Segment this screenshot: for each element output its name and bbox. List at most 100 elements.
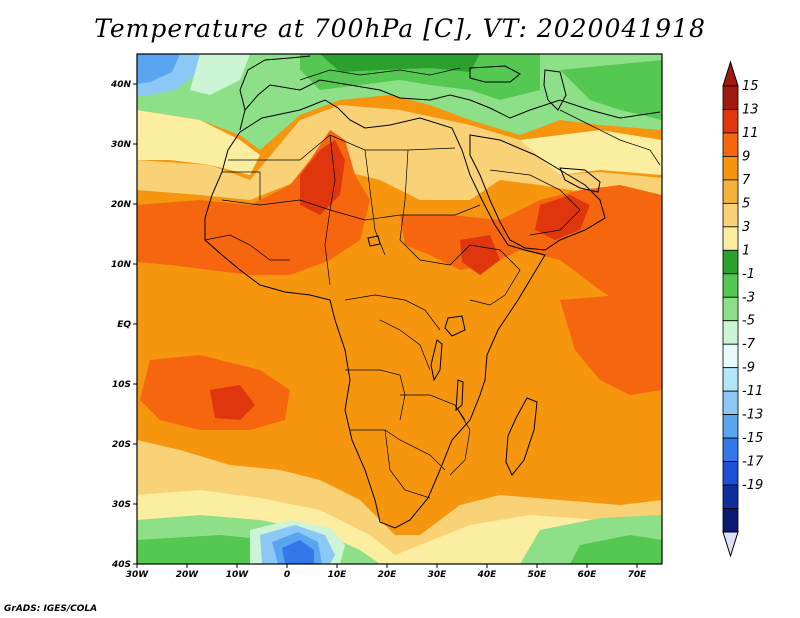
border-ethiopia — [469, 244, 521, 306]
europe-coastline — [239, 79, 661, 131]
border-congo — [344, 294, 441, 331]
colorbar-label: -7 — [742, 337, 756, 352]
lat-tick-label: 10S — [112, 380, 131, 390]
lat-tick-label: EQ — [117, 320, 131, 330]
lon-tick-label: 20E — [378, 570, 398, 580]
colorbar-swatch — [722, 320, 739, 345]
border-mozambique — [449, 404, 471, 476]
colorbar-swatch — [722, 414, 739, 439]
border-sahel — [221, 199, 481, 221]
border-zambia — [400, 394, 466, 421]
field-shading — [137, 54, 662, 564]
lat-tick-label: 40N — [110, 80, 132, 90]
colorbar-over-arrow — [722, 60, 739, 87]
border-angola — [345, 369, 406, 421]
lon-tick-label: 40E — [477, 570, 498, 580]
lon-tick-label: 10E — [328, 570, 348, 580]
colorbar-swatch — [722, 132, 739, 157]
border-europe — [299, 67, 461, 81]
border-sudan — [399, 149, 471, 266]
lon-tick-label: 50E — [528, 570, 548, 580]
lat-tick-label: 40S — [111, 560, 131, 570]
border-iran — [559, 109, 661, 166]
black-sea-coastline — [469, 65, 521, 83]
border-central — [379, 319, 431, 371]
colorbar-swatch — [722, 390, 739, 416]
border-chad — [364, 149, 386, 256]
madagascar-coastline — [505, 397, 538, 476]
colorbar-swatch — [722, 156, 739, 181]
colorbar-swatch — [722, 202, 739, 228]
colorbar-swatch — [722, 109, 739, 134]
colorbar-label: -17 — [742, 455, 764, 470]
colorbar-swatch — [722, 296, 739, 322]
lon-tick-label: 30E — [428, 570, 448, 580]
coastlines — [204, 55, 661, 529]
field-hot-southatlantic-core — [210, 385, 255, 420]
grads-credit: GrADS: IGES/COLA — [4, 604, 98, 614]
caspian-coastline — [543, 69, 567, 111]
longitude-ticks: 30W 20W 10W 0 10E 20E 30E 40E 50E 60E 70E — [126, 564, 647, 580]
colorbar-label: -9 — [742, 361, 755, 376]
colorbar-label: 7 — [742, 173, 751, 188]
field-southeast-green-dark — [570, 535, 662, 564]
field-arabia-pale — [520, 130, 662, 175]
europe-north-coastline — [239, 55, 311, 111]
lon-tick-label: 60E — [578, 570, 598, 580]
colorbar-swatch — [722, 273, 739, 298]
field-north-band-dark2 — [320, 54, 480, 72]
field-hot-east — [400, 185, 662, 310]
colorbar-swatch — [722, 249, 739, 275]
colorbar-swatch — [722, 437, 739, 462]
persian-gulf — [559, 167, 601, 193]
field-northwest-cold-core — [137, 54, 180, 84]
colorbar-swatch — [722, 179, 739, 204]
border-namibia — [350, 429, 446, 471]
lon-tick-label: 0 — [284, 570, 290, 580]
colorbar-label: 1 — [742, 243, 750, 258]
colorbar-label: -1 — [742, 267, 755, 282]
lon-tick-label: 20W — [176, 570, 200, 580]
lake-tanganyika — [430, 339, 443, 382]
field-northeast-dark — [560, 60, 662, 120]
colorbar-label: 5 — [742, 196, 750, 211]
colorbar-label: -13 — [742, 408, 763, 423]
colorbar-label: 9 — [742, 149, 750, 164]
colorbar-swatch — [722, 461, 739, 486]
map-frame — [136, 53, 663, 565]
lake-chad — [367, 235, 381, 247]
colorbar: 15 13 11 9 7 5 3 1 -1 -3 -5 -7 -9 -11 -13 -15 -17 -19 — [722, 60, 764, 558]
field-sahara-pale — [137, 110, 260, 175]
map-title: Temperature at 700hPa [C], VT: 202004191… — [94, 14, 706, 43]
field-south-cold-deep — [282, 540, 314, 564]
africa-coastline — [204, 99, 546, 529]
lon-tick-label: 70E — [628, 570, 648, 580]
border-niger — [324, 134, 336, 286]
field-north-africa-7c — [137, 105, 662, 200]
field-hot-indian — [560, 295, 662, 395]
lat-tick-label: 30N — [111, 140, 132, 150]
temperature-field — [137, 54, 662, 564]
colorbar-label: -15 — [742, 431, 763, 446]
lat-tick-label: 30S — [112, 500, 131, 510]
border-botswana — [384, 429, 431, 499]
lat-tick-label: 10N — [111, 260, 132, 270]
border-saudi — [489, 169, 581, 236]
colorbar-label: -3 — [742, 290, 755, 305]
lake-victoria — [444, 315, 466, 337]
colorbar-label: 3 — [742, 220, 750, 235]
colorbar-swatch — [722, 508, 739, 533]
colorbar-swatch — [722, 85, 739, 110]
lon-tick-label: 30W — [126, 570, 150, 580]
colorbar-swatch — [722, 226, 739, 251]
latitude-ticks: 40N 30N 20N 10N EQ 10S 20S 30S 40S — [110, 80, 137, 570]
field-north-pale — [190, 54, 250, 95]
colorbar-label: -19 — [742, 478, 763, 493]
colorbar-label: 13 — [742, 102, 759, 117]
colorbar-swatch — [722, 367, 739, 392]
border-west — [204, 171, 290, 261]
colorbar-label: -5 — [742, 314, 755, 329]
lon-tick-label: 10W — [226, 570, 250, 580]
lat-tick-label: 20S — [112, 440, 131, 450]
